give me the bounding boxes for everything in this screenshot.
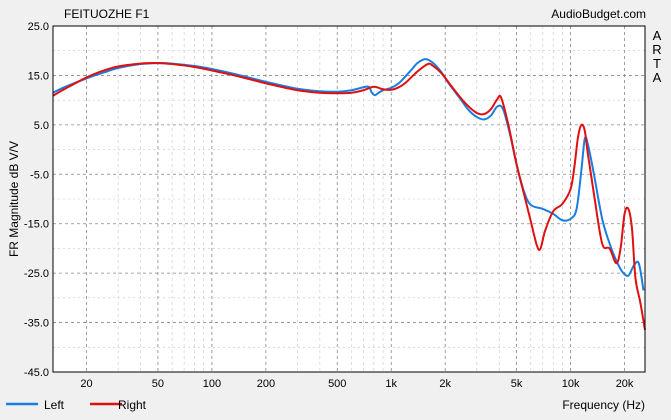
y-axis-label: FR Magnitude dB V/V bbox=[7, 141, 21, 257]
x-axis-label: Frequency (Hz) bbox=[562, 398, 645, 412]
y-tick-label: 5.0 bbox=[34, 120, 49, 132]
x-tick-label: 500 bbox=[328, 378, 346, 390]
y-tick-label: 25.0 bbox=[28, 21, 49, 33]
side-label-letter: A bbox=[653, 70, 662, 85]
x-tick-label: 50 bbox=[152, 378, 164, 390]
legend-label-left: Left bbox=[44, 398, 65, 412]
plot-border bbox=[52, 25, 646, 373]
legend: Left Right bbox=[6, 398, 147, 412]
watermark: AudioBudget.com bbox=[551, 7, 646, 21]
series-line-right bbox=[52, 62, 646, 331]
y-tick-label: -45.0 bbox=[24, 367, 49, 379]
x-tick-label: 10k bbox=[562, 378, 580, 390]
y-tick-label: -15.0 bbox=[24, 219, 49, 231]
side-label-letter: T bbox=[653, 56, 661, 71]
y-tick-label: -35.0 bbox=[24, 318, 49, 330]
y-tick-label: -5.0 bbox=[30, 169, 49, 181]
x-tick-labels: 20 50 100 200 500 1k 2k 5k 10k 20k bbox=[80, 378, 633, 390]
x-tick-label: 20k bbox=[616, 378, 634, 390]
side-label-letter: R bbox=[652, 42, 661, 57]
side-label-letter: A bbox=[653, 28, 662, 43]
x-tick-label: 1k bbox=[385, 378, 397, 390]
series-lines bbox=[52, 58, 646, 331]
grid bbox=[53, 26, 645, 372]
x-tick-label: 2k bbox=[439, 378, 451, 390]
x-tick-label: 200 bbox=[257, 378, 275, 390]
y-tick-label: -25.0 bbox=[24, 268, 49, 280]
x-tick-label: 100 bbox=[203, 378, 221, 390]
x-tick-label: 5k bbox=[511, 378, 523, 390]
y-tick-labels: 25.0 15.0 5.0 -5.0 -15.0 -25.0 -35.0 -45.0 bbox=[24, 21, 49, 379]
y-tick-label: 15.0 bbox=[28, 70, 49, 82]
x-tick-label: 20 bbox=[80, 378, 92, 390]
legend-label-right: Right bbox=[118, 398, 147, 412]
chart-title: FEITUOZHE F1 bbox=[64, 7, 150, 21]
